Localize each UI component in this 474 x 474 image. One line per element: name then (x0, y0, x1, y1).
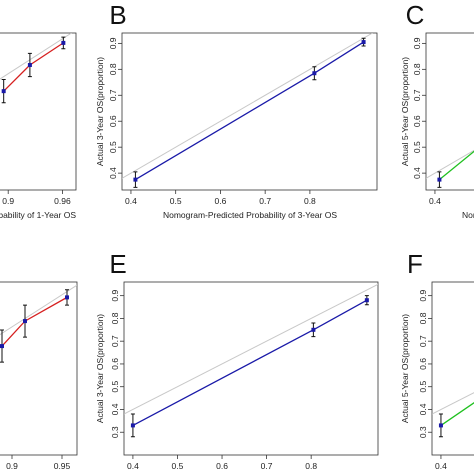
x-tick-label: 0.5 (170, 196, 182, 206)
y-tick-label: 0.9 (108, 37, 118, 49)
y-tick-label: 0.3 (110, 426, 120, 438)
calibration-line (439, 150, 474, 181)
calibration-line (3, 42, 64, 92)
panel: 0.4 0.3 0.4 0.5 0.6 0.7 0.8 0.9 F Actual 5-Year O… (400, 249, 474, 471)
y-tick-label: 0.7 (110, 335, 120, 347)
y-tick-label: 0.4 (412, 167, 422, 179)
ideal-line (0, 33, 72, 80)
y-tick-label: 0.3 (418, 426, 428, 438)
plot-frame (425, 32, 474, 191)
y-tick-label: 0.7 (418, 335, 428, 347)
panel-letter: C (406, 0, 425, 30)
y-tick-label: 0.6 (418, 358, 428, 370)
y-tick-label: 0.4 (110, 403, 120, 415)
point (1, 89, 6, 94)
y-tick-label: 0.7 (108, 89, 118, 101)
y-tick-label: 0.6 (412, 115, 422, 127)
y-tick-label: 0.9 (418, 289, 428, 301)
x-tick-label: 0.4 (127, 461, 139, 471)
y-tick-label: 0.5 (418, 381, 428, 393)
point (0, 344, 5, 349)
plot-frame (0, 281, 78, 456)
panel-letter: F (407, 249, 423, 279)
y-tick-label: 0.6 (108, 115, 118, 127)
x-tick-label: 0.6 (216, 461, 228, 471)
point (312, 71, 317, 76)
plot-frame (123, 281, 379, 456)
calibration-line (1, 296, 68, 347)
x-axis-label: Nomogram-Predicted Probability of 3-Year… (163, 210, 337, 220)
ideal-line (432, 392, 474, 415)
plot-frame (431, 281, 474, 456)
x-axis-label: Nomogram-Predicted Probability of 1-Year… (0, 210, 76, 220)
point (133, 177, 138, 182)
plot-frame (121, 32, 378, 191)
panel: 0.4 0.5 0.6 0.7 0.8 0.4 0.5 0.6 0.7 0.8 0.9 B Actual… (95, 0, 378, 220)
point (61, 40, 66, 45)
x-tick-label: 0.5 (172, 461, 184, 471)
y-tick-label: 0.5 (108, 141, 118, 153)
ideal-line (124, 283, 378, 415)
x-tick-label: 0.8 (304, 196, 316, 206)
y-tick-label: 0.5 (110, 381, 120, 393)
y-tick-label: 0.4 (418, 403, 428, 415)
point (364, 298, 369, 303)
point (65, 295, 69, 300)
x-tick-label: 0.95 (54, 461, 71, 471)
panel: 0.4 0.4 0.5 0.6 0.7 0.8 0.9 C Actual 5-Year OS(p… (400, 0, 474, 220)
panel: 0.4 0.5 0.6 0.7 0.8 0.3 0.4 0.5 0.6 0.7 0.8 0.9 E Act… (95, 249, 379, 471)
x-axis-label: Nomogram-Predicted Probability of 5-Year… (462, 210, 474, 220)
y-axis-label: Actual 5-Year OS(proportion) (400, 314, 410, 423)
y-tick-label: 0.9 (110, 289, 120, 301)
ideal-line (426, 149, 474, 179)
x-tick-label: 0.7 (261, 461, 273, 471)
y-tick-label: 0.8 (108, 63, 118, 75)
ideal-line (0, 284, 77, 336)
panel-letter: E (109, 249, 126, 279)
point (361, 40, 366, 45)
x-tick-label: 0.4 (125, 196, 137, 206)
point (27, 62, 32, 67)
point (438, 423, 443, 428)
x-tick-label: 0.8 (305, 461, 317, 471)
point (23, 319, 27, 324)
point (130, 423, 135, 428)
panel: 0.90.95Nomogram-Predicted Probability of… (0, 281, 78, 471)
plot-frame (0, 32, 77, 191)
x-tick-label: 0.9 (6, 461, 18, 471)
ideal-line (122, 33, 373, 179)
y-tick-label: 0.8 (412, 63, 422, 75)
x-tick-label: 0.4 (435, 461, 447, 471)
calibration-line (135, 41, 364, 181)
x-tick-label: 0.6 (215, 196, 227, 206)
calibration-line (132, 299, 368, 426)
panel: 0.9 0.96 Nomogram-Predicted Probability of… (0, 32, 77, 220)
y-axis-label: Actual 5-Year OS(proportion) (400, 57, 410, 166)
x-tick-label: 0.7 (259, 196, 271, 206)
x-tick-label: 0.4 (429, 196, 441, 206)
y-axis-label: Actual 3-Year OS(proportion) (95, 57, 105, 166)
y-tick-label: 0.9 (412, 37, 422, 49)
y-tick-label: 0.7 (412, 89, 422, 101)
point (437, 177, 442, 182)
y-axis-label: Actual 3-Year OS(proportion) (95, 314, 105, 423)
y-tick-label: 0.4 (108, 167, 118, 179)
point (311, 327, 316, 332)
x-tick-label: 0.96 (54, 196, 71, 206)
y-tick-label: 0.6 (110, 358, 120, 370)
panel-letter: B (109, 0, 126, 30)
y-tick-label: 0.8 (418, 312, 428, 324)
x-tick-label: 0.9 (2, 196, 14, 206)
calibration-line (440, 401, 474, 426)
y-tick-label: 0.8 (110, 312, 120, 324)
y-tick-label: 0.5 (412, 141, 422, 153)
